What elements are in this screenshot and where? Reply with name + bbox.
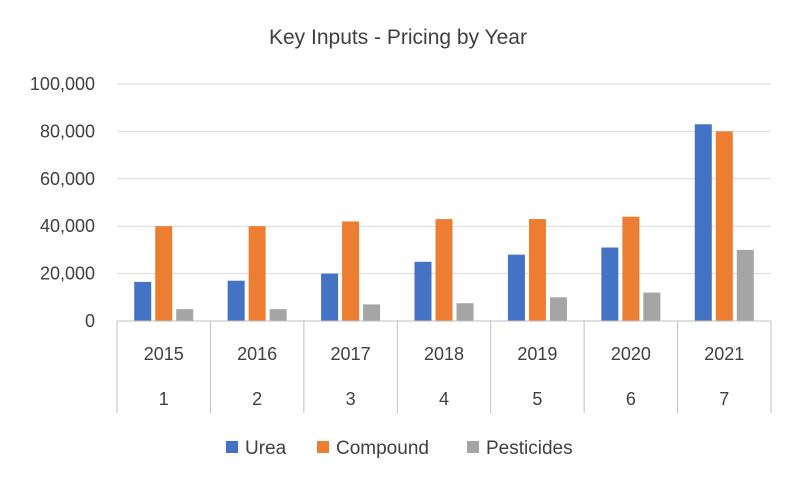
- bars: [134, 124, 754, 321]
- legend-label-compound: Compound: [336, 438, 429, 459]
- bar-compound-2017: [342, 221, 360, 321]
- bar-urea-2019: [507, 254, 525, 321]
- x-subcategory-label: 2: [252, 389, 262, 409]
- bar-compound-2016: [248, 226, 266, 321]
- y-tick-label: 40,000: [40, 216, 95, 236]
- x-axis: 2015 1 2016 2 2017 3 2018 4 2019 5 2020 6 2021 7: [116, 320, 772, 413]
- bar-pesticides-2019: [549, 297, 567, 321]
- bar-pesticides-2018: [456, 303, 474, 321]
- bar-pesticides-2021: [736, 249, 754, 321]
- legend-label-urea: Urea: [245, 438, 287, 459]
- gridlines: [117, 83, 771, 275]
- legend-swatch-compound: [317, 441, 329, 453]
- legend: Urea Compound Pesticides: [226, 438, 573, 459]
- bar-urea-2018: [414, 261, 432, 321]
- y-axis-tick-labels: 0 20,000 40,000 60,000 80,000 100,000: [30, 74, 95, 331]
- x-category-label: 2015: [144, 344, 184, 364]
- chart-title: Key Inputs - Pricing by Year: [269, 26, 527, 49]
- bar-pesticides-2016: [269, 309, 287, 321]
- x-subcategory-label: 5: [532, 389, 542, 409]
- bar-compound-2015: [155, 226, 173, 321]
- bar-urea-2016: [227, 280, 245, 321]
- y-tick-label: 0: [85, 311, 95, 331]
- bar-pesticides-2020: [643, 292, 661, 321]
- y-tick-label: 60,000: [40, 169, 95, 189]
- x-subcategory-label: 6: [626, 389, 636, 409]
- bar-compound-2020: [622, 216, 640, 321]
- bar-urea-2020: [601, 247, 619, 321]
- x-subcategory-label: 4: [439, 389, 449, 409]
- x-subcategory-label: 7: [719, 389, 729, 409]
- y-tick-label: 80,000: [40, 121, 95, 141]
- bar-pesticides-2015: [176, 309, 194, 321]
- bar-pesticides-2017: [363, 304, 381, 321]
- x-subcategory-label: 3: [346, 389, 356, 409]
- x-category-label: 2020: [611, 344, 651, 364]
- x-subcategory-label: 1: [159, 389, 169, 409]
- y-tick-label: 20,000: [40, 264, 95, 284]
- legend-swatch-pesticides: [467, 441, 479, 453]
- y-tick-label: 100,000: [30, 74, 95, 94]
- bar-urea-2021: [694, 124, 712, 321]
- legend-label-pesticides: Pesticides: [486, 438, 573, 459]
- bar-urea-2015: [134, 281, 152, 321]
- x-category-label: 2016: [237, 344, 277, 364]
- bar-compound-2018: [435, 219, 453, 321]
- legend-swatch-urea: [226, 441, 238, 453]
- bar-compound-2021: [715, 131, 733, 321]
- x-category-label: 2017: [331, 344, 371, 364]
- x-category-label: 2021: [704, 344, 744, 364]
- bar-compound-2019: [528, 219, 546, 321]
- bar-urea-2017: [321, 273, 339, 321]
- x-category-label: 2018: [424, 344, 464, 364]
- x-category-label: 2019: [517, 344, 557, 364]
